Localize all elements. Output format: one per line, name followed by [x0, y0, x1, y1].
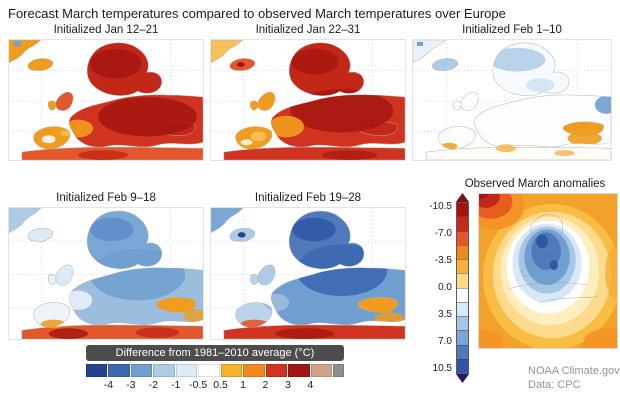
colorbar-segment [198, 364, 220, 377]
colorbar-tick-label: 2 [262, 379, 269, 391]
colorbar-tick-label: 0.5 [213, 379, 228, 391]
observed-scale-segment [457, 301, 468, 316]
observed-scale-segment [457, 216, 468, 231]
colorbar-segment [153, 364, 175, 377]
panel-title-feb-19-28: Initialized Feb 19–28 [254, 192, 362, 204]
europe-map-graphic [211, 40, 405, 160]
europe-map-graphic [413, 40, 611, 160]
anomaly-overlay [13, 40, 198, 160]
colorbar-segments [86, 364, 345, 377]
figure-title: Forecast March temperatures compared to … [8, 6, 506, 21]
colorbar-segment [265, 364, 288, 377]
europe-map-graphic [211, 208, 405, 339]
colorbar-tick-label: -0.5 [189, 379, 208, 391]
europe-map-graphic [9, 208, 203, 339]
observed-scale-segment [457, 316, 468, 331]
map-panel-feb-1-10 [412, 39, 612, 161]
observed-scale-tick-label: -10.5 [429, 201, 452, 212]
panel-title-feb-9-18: Initialized Feb 9–18 [56, 192, 156, 204]
colorbar-tick-label: -2 [148, 379, 158, 391]
panel-title-jan-22-31: Initialized Jan 22–31 [255, 24, 361, 36]
colorbar-segment [86, 364, 108, 377]
colorbar-segment [220, 364, 243, 377]
observed-scale-tick-label: 0.0 [438, 282, 452, 293]
observed-scale-tick-label: 10.5 [432, 363, 452, 374]
panel-title-jan-12-21: Initialized Jan 12–21 [53, 24, 159, 36]
observed-scale [456, 193, 469, 383]
colorbar-tick-label: -1 [171, 379, 181, 391]
observed-scale-tick-label: -3.5 [434, 255, 452, 266]
panel-title-observed: Observed March anomalies [464, 178, 606, 190]
observed-scale-segment [457, 344, 468, 359]
colorbar-segment [130, 364, 153, 377]
map-panel-jan-12-21 [8, 39, 204, 161]
colorbar-title: Difference from 1981–2010 average (°C) [86, 345, 344, 361]
map-panel-feb-19-28 [210, 207, 406, 340]
observed-scale-segment [457, 358, 468, 373]
observed-scale-segment [457, 330, 468, 345]
observed-scale-tick-label: 3.5 [438, 309, 452, 320]
observed-scale-segment [457, 287, 468, 302]
colorbar-tick-label: 4 [307, 379, 314, 391]
map-panel-feb-9-18 [8, 207, 204, 340]
map-panel-jan-22-31 [210, 39, 406, 161]
observed-scale-arrow-top [456, 193, 469, 202]
coastline-hints [508, 214, 598, 303]
credits: NOAA Climate.gov Data: CPC [528, 364, 620, 392]
credit-data-source: Data: CPC [528, 379, 581, 391]
credit-source: NOAA Climate.gov [528, 365, 620, 377]
colorbar-segment [333, 364, 345, 377]
colorbar-tick-label: 1 [240, 379, 246, 391]
observed-scale-segment [457, 203, 468, 217]
colorbar-tick-label: -3 [126, 379, 136, 391]
colorbar-tick-label: -4 [103, 379, 114, 391]
colorbar-tick-label: 3 [284, 379, 291, 391]
observed-scale-segments [456, 202, 469, 374]
panel-title-feb-1-10: Initialized Feb 1–10 [462, 24, 562, 36]
colorbar-segment [108, 364, 130, 377]
observed-scale-segment [457, 259, 468, 274]
anomaly-overlay [417, 41, 611, 157]
map-panel-observed [478, 193, 618, 349]
observed-scale-arrow-bottom [456, 374, 469, 383]
colorbar-segment [243, 364, 265, 377]
observed-anomaly-map-graphic [479, 194, 617, 348]
observed-scale-ticks: -10.5 -7.0 -3.5 0.0 3.5 7.0 10.5 [412, 202, 452, 374]
colorbar-ticks: -4 -3 -2 -1 -0.5 0.5 1 2 3 4 [86, 379, 344, 392]
colorbar-segment [310, 364, 333, 377]
colorbar-segment [175, 364, 198, 377]
observed-scale-tick-label: 7.0 [438, 336, 452, 347]
colorbar-segment [288, 364, 310, 377]
observed-scale-tick-label: -7.0 [434, 228, 452, 239]
observed-scale-segment [457, 244, 468, 259]
observed-scale-segment [457, 230, 468, 245]
europe-map-graphic [9, 40, 203, 160]
observed-scale-segment [457, 273, 468, 288]
